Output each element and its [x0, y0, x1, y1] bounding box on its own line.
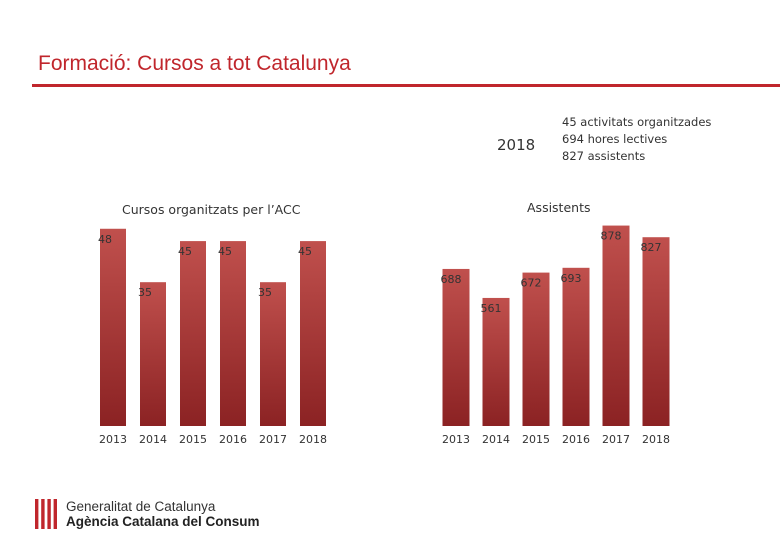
- attendees-chart: 688 2013 561 2014 672 2015 693 2016 878 2017 827 20…: [441, 225, 670, 446]
- attendees-category-label-2015: 2015: [522, 433, 550, 446]
- attendees-value-label-2015: 672: [521, 277, 542, 290]
- year-label: 2018: [497, 136, 536, 154]
- attendees-chart-title: Assistents: [527, 200, 591, 215]
- courses-bar-2015: [180, 241, 206, 426]
- courses-category-label-2014: 2014: [139, 433, 167, 446]
- title-divider: [32, 84, 780, 87]
- summary-box: 45 activitats organitzades 694 hores lec…: [562, 114, 711, 165]
- attendees-value-label-2016: 693: [561, 272, 582, 285]
- summary-activities: 45 activitats organitzades: [562, 115, 712, 129]
- attendees-bar-2014: [482, 297, 510, 426]
- page-title: Formació: Cursos a tot Catalunya: [38, 52, 351, 75]
- courses-bar-2017: [260, 282, 286, 426]
- courses-value-label-2015: 45: [178, 245, 192, 258]
- courses-bar-2018: [300, 241, 326, 426]
- attendees-value-label-2013: 688: [441, 273, 462, 286]
- courses-chart-title: Cursos organitzats per l’ACC: [122, 202, 301, 217]
- attendees-bar-2016: [562, 267, 590, 426]
- attendees-value-label-2018: 827: [641, 241, 662, 254]
- attendees-value-label-2017: 878: [601, 230, 622, 243]
- attendees-bar-2017: [602, 225, 630, 426]
- courses-category-label-2015: 2015: [179, 433, 207, 446]
- courses-bar-2016: [220, 241, 246, 426]
- courses-chart: 48 2013 35 2014 45 2015 45 2016 35 2017 45 2018: [98, 228, 327, 446]
- courses-category-label-2013: 2013: [99, 433, 127, 446]
- attendees-category-label-2016: 2016: [562, 433, 590, 446]
- courses-bar-2014: [140, 282, 166, 426]
- courses-category-label-2017: 2017: [259, 433, 287, 446]
- attendees-category-label-2014: 2014: [482, 433, 510, 446]
- courses-bar-2013: [100, 228, 126, 426]
- attendees-category-label-2013: 2013: [442, 433, 470, 446]
- attendees-category-label-2018: 2018: [642, 433, 670, 446]
- attendees-bar-2015: [522, 272, 550, 426]
- logo-line-generalitat: Generalitat de Catalunya: [66, 499, 216, 514]
- summary-hours: 694 hores lectives: [562, 132, 668, 146]
- courses-category-label-2018: 2018: [299, 433, 327, 446]
- attendees-value-label-2014: 561: [481, 302, 502, 315]
- courses-value-label-2016: 45: [218, 245, 232, 258]
- logo-line-agency: Agència Catalana del Consum: [66, 514, 260, 529]
- courses-value-label-2017: 35: [258, 286, 272, 299]
- attendees-category-label-2017: 2017: [602, 433, 630, 446]
- summary-attendees: 827 assistents: [562, 149, 646, 163]
- courses-value-label-2018: 45: [298, 245, 312, 258]
- generalitat-logo: Generalitat de Catalunya Agència Catalan…: [34, 497, 260, 531]
- courses-value-label-2014: 35: [138, 286, 152, 299]
- courses-value-label-2013: 48: [98, 233, 112, 246]
- catalan-flag-icon: [34, 499, 58, 529]
- courses-category-label-2016: 2016: [219, 433, 247, 446]
- attendees-bar-2018: [642, 237, 670, 426]
- attendees-bar-2013: [442, 268, 470, 426]
